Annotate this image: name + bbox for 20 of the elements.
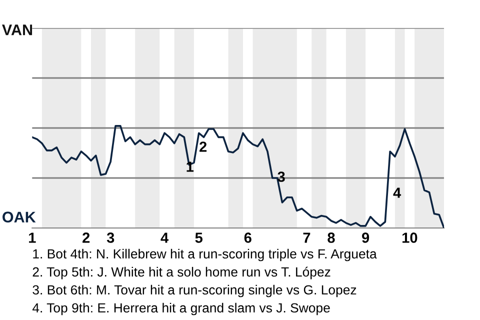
x-tick-label: 2 [82, 232, 90, 243]
x-tick-label: 9 [362, 232, 370, 243]
text: 1. Bot 4th: N. Killebrew hit a run-scoring triple vs F. Argueta [33, 248, 377, 262]
x-tick-label: 4 [160, 232, 169, 243]
x-tick-label: 3 [106, 232, 114, 243]
annotation: 4 [393, 188, 402, 198]
x-tick-label: 7 [303, 232, 310, 243]
text: VAN [2, 24, 32, 36]
x-tick-label: 10 [402, 232, 418, 243]
x-tick-label: 6 [244, 232, 252, 243]
x-tick-label: 1 [29, 232, 36, 243]
x-tick-label: 5 [195, 232, 203, 243]
text: 2. Top 5th: J. White hit a solo home run vs T. López [32, 266, 330, 280]
annotation: OAK [2, 212, 36, 222]
annotation: 1 [186, 162, 194, 172]
x-tick-label: 8 [328, 232, 335, 243]
annotation: 2 [200, 142, 207, 152]
text: 3. Bot 6th: M. Tovar hit a run-scoring single vs G. Lopez [32, 284, 356, 298]
text: 4. Top 9th: E. Herrera hit a grand slam vs J. Swope [32, 302, 330, 316]
annotation: 3 [278, 172, 285, 182]
